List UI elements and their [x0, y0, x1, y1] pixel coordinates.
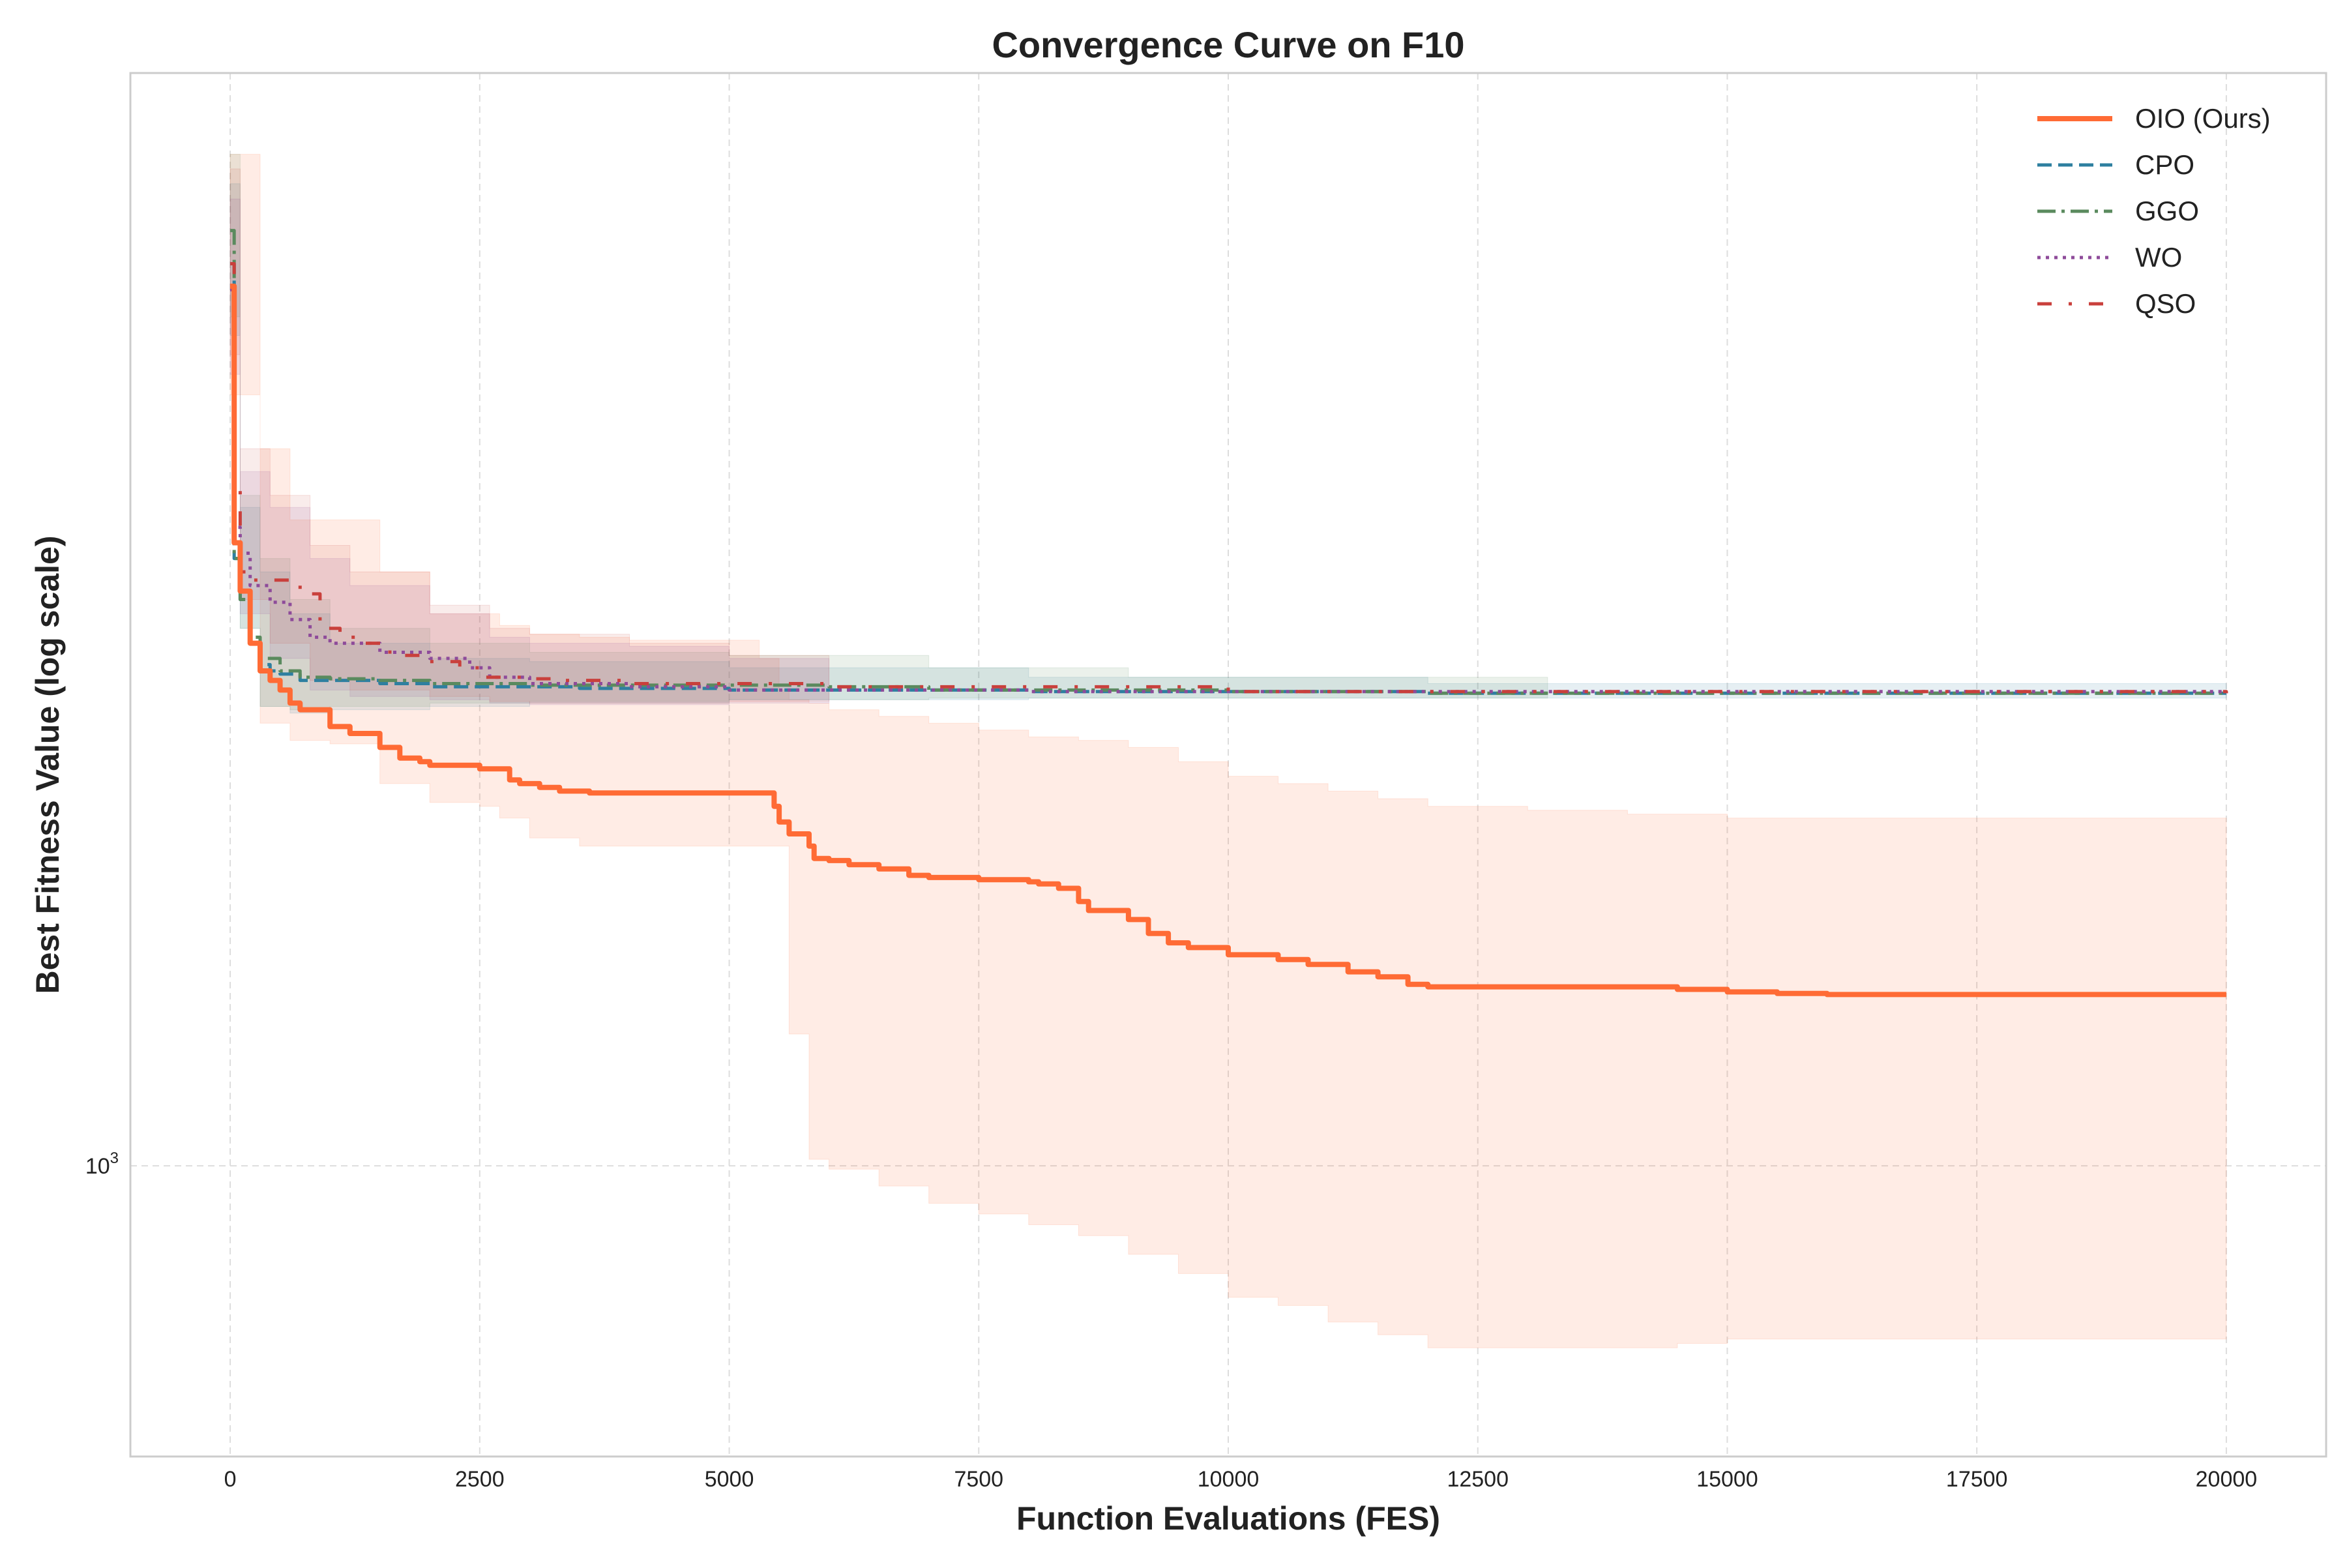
- y-tick-label: 103: [85, 1149, 119, 1179]
- confidence-bands: [229, 154, 2227, 1348]
- grid: [130, 73, 2326, 1457]
- x-tick-label: 17500: [1946, 1467, 2008, 1492]
- confidence-band: [229, 168, 830, 703]
- legend-label: OIO (Ours): [2135, 103, 2271, 134]
- legend-label: GGO: [2135, 196, 2199, 226]
- confidence-band: [229, 154, 1548, 711]
- x-tick-label: 7500: [954, 1467, 1003, 1492]
- plot-frame: [129, 72, 2327, 1458]
- confidence-band: [229, 154, 2227, 1348]
- series-line: [230, 284, 2226, 998]
- legend-label: QSO: [2135, 288, 2196, 319]
- x-tick-label: 5000: [705, 1467, 754, 1492]
- legend-label: CPO: [2135, 149, 2194, 180]
- x-tick-label: 15000: [1696, 1467, 1758, 1492]
- legend: OIO (Ours) CPO GGO WO QSO: [2037, 103, 2271, 319]
- series-line: [230, 229, 2226, 695]
- confidence-band: [229, 183, 2227, 714]
- x-tick-label: 12500: [1447, 1467, 1509, 1492]
- series-lines: [230, 229, 2228, 998]
- y-axis-label: Best Fitness Value (log scale): [29, 535, 66, 994]
- legend-label: WO: [2135, 242, 2182, 273]
- x-tick-label: 20000: [2196, 1467, 2258, 1492]
- axis-ticks: 0 2500 5000 7500 10000 12500 15000 17500 20000 10…: [85, 1149, 2257, 1492]
- x-tick-label: 10000: [1198, 1467, 1260, 1492]
- x-axis-label: Function Evaluations (FES): [1016, 1500, 1440, 1537]
- x-tick-label: 0: [224, 1467, 237, 1492]
- chart-title: Convergence Curve on F10: [992, 24, 1464, 65]
- x-tick-label: 2500: [455, 1467, 505, 1492]
